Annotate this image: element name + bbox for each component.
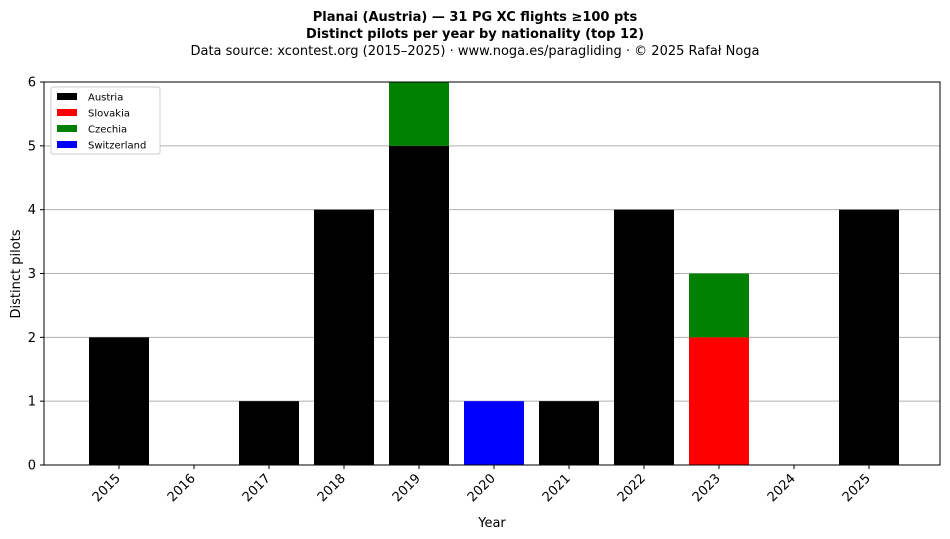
y-tick-label: 3 (28, 267, 36, 282)
x-tick-label: 2016 (165, 471, 199, 505)
x-tick-label: 2021 (540, 471, 574, 505)
bar-czechia-2023 (689, 273, 749, 338)
legend-swatch-slovakia (57, 109, 77, 116)
x-tick-label: 2022 (615, 471, 649, 505)
bars (89, 82, 899, 466)
bar-czechia-2019 (389, 82, 449, 146)
y-tick-label: 4 (28, 203, 36, 218)
legend-frame (50, 86, 161, 155)
x-tick-label: 2025 (840, 471, 874, 505)
chart-source: Data source: xcontest.org (2015–2025) · … (190, 44, 759, 59)
legend-label-slovakia: Slovakia (88, 109, 130, 120)
legend-label-switzerland: Switzerland (88, 141, 146, 152)
bar-switzerland-2020 (464, 401, 524, 465)
x-tick-label: 2019 (390, 471, 424, 505)
y-tick-label: 1 (28, 395, 36, 410)
bar-slovakia-2023 (689, 337, 749, 465)
y-axis-label: Distinct pilots (9, 229, 24, 318)
bar-austria-2015 (89, 337, 149, 465)
y-axis: 0 1 2 3 4 5 6 (28, 76, 44, 474)
x-tick-label: 2015 (90, 471, 124, 505)
y-tick-label: 6 (28, 76, 36, 91)
y-tick-label: 0 (28, 459, 36, 474)
x-tick-label: 2024 (765, 471, 799, 505)
y-tick-label: 2 (28, 331, 36, 346)
legend: Austria Slovakia Czechia Switzerland (50, 86, 161, 155)
x-tick-label: 2020 (465, 471, 499, 505)
chart-subtitle: Distinct pilots per year by nationality … (306, 27, 644, 42)
legend-swatch-switzerland (57, 141, 77, 148)
grid-lines (44, 145, 940, 402)
x-axis: 2015 2016 2017 2018 2019 2020 2021 2022 2023 2024… (90, 465, 874, 505)
legend-swatch-austria (57, 93, 77, 100)
legend-label-czechia: Czechia (88, 125, 127, 136)
bar-austria-2022 (614, 209, 674, 465)
legend-swatch-czechia (57, 125, 77, 132)
bar-austria-2017 (239, 401, 299, 465)
bar-austria-2025 (839, 209, 899, 465)
bar-austria-2021 (539, 401, 599, 465)
y-tick-label: 5 (28, 139, 36, 154)
x-tick-label: 2023 (690, 471, 724, 505)
legend-label-austria: Austria (88, 93, 123, 104)
x-tick-label: 2018 (315, 471, 349, 505)
chart-title: Planai (Austria) — 31 PG XC flights ≥100… (313, 10, 638, 25)
x-tick-label: 2017 (240, 471, 274, 505)
x-axis-label: Year (477, 516, 506, 531)
bar-austria-2018 (314, 209, 374, 465)
bar-austria-2019 (389, 145, 449, 466)
